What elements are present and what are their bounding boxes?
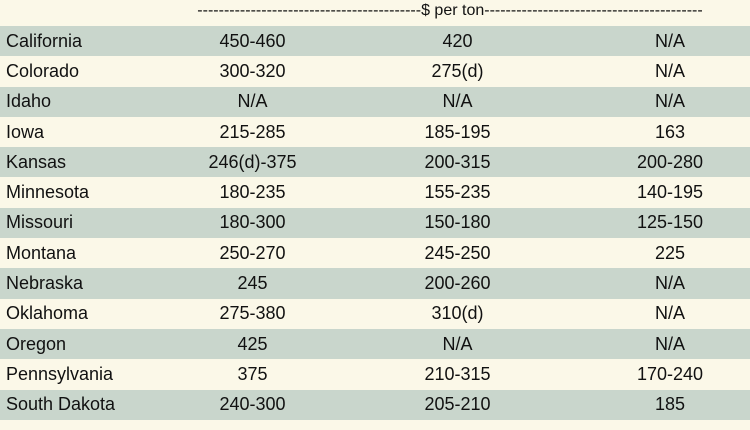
price-col-1: 240-300 [219,394,286,415]
price-col-2: 210-315 [424,363,491,384]
price-col-2: 185-195 [424,121,491,142]
price-col-1: 215-285 [219,121,286,142]
state-name: Idaho [6,91,52,112]
price-col-2: 275(d) [431,60,484,81]
price-col-3: N/A [654,273,685,294]
price-col-2: 200-315 [424,151,491,172]
price-col-2: 245-250 [424,242,491,263]
price-col-1: 300-320 [219,60,286,81]
price-col-3: 225 [654,242,686,263]
price-col-1: 275-380 [219,303,286,324]
price-col-1: 180-235 [219,182,286,203]
price-col-3: 140-195 [636,182,704,203]
table-header: ----------------------------------------… [0,0,750,26]
price-col-3: N/A [654,60,685,81]
state-name: California [6,30,83,51]
table-row: Colorado 300-320 275(d) N/A [0,56,750,87]
price-col-1: 246(d)-375 [208,151,297,172]
price-col-2: 200-260 [424,273,491,294]
state-name: Kansas [6,151,67,172]
table-row: Nebraska 245 200-260 N/A [0,268,750,299]
table-row: Oklahoma 275-380 310(d) N/A [0,298,750,329]
price-col-3: N/A [654,333,685,354]
price-col-2: 150-180 [424,212,491,233]
price-col-3: 125-150 [636,212,704,233]
bottom-strip [0,420,750,430]
price-col-3: N/A [654,30,685,51]
price-col-2: 420 [442,30,473,51]
state-name: South Dakota [6,394,116,415]
state-name: Missouri [6,212,74,233]
table-row: South Dakota 240-300 205-210 185 [0,389,750,420]
state-name: Oregon [6,333,67,354]
price-col-1: N/A [237,91,268,112]
price-col-2: 205-210 [424,394,491,415]
price-col-2: N/A [442,333,473,354]
price-col-3: 185 [654,394,686,415]
state-name: Pennsylvania [6,363,114,384]
table-row: Minnesota 180-235 155-235 140-195 [0,177,750,208]
price-col-1: 180-300 [219,212,286,233]
table-row: Iowa 215-285 185-195 163 [0,116,750,148]
price-col-3: 200-280 [636,151,704,172]
state-name: Iowa [6,121,45,142]
price-col-3: 163 [654,121,686,142]
state-name: Nebraska [6,273,84,294]
price-col-3: N/A [654,303,685,324]
price-col-3: 170-240 [636,363,704,384]
price-col-1: 450-460 [219,30,286,51]
state-name: Minnesota [6,182,90,203]
price-col-1: 245 [237,273,268,294]
price-col-1: 375 [237,363,268,384]
table-row: Pennsylvania 375 210-315 170-240 [0,359,750,390]
table-row: California 450-460 420 N/A [0,26,750,57]
table-row: Idaho N/A N/A N/A [0,86,750,117]
price-col-2: 310(d) [431,303,484,324]
table-row: Kansas 246(d)-375 200-315 200-280 [0,147,750,178]
price-table: California 450-460 420 N/A Colorado 300-… [0,26,750,420]
unit-label: ----------------------------------------… [197,2,703,19]
state-name: Montana [6,242,77,263]
price-col-3: N/A [654,91,685,112]
price-col-1: 250-270 [219,242,286,263]
state-name: Oklahoma [6,303,89,324]
table-row: Oregon 425 N/A N/A [0,328,750,360]
state-name: Colorado [6,60,80,81]
price-col-2: N/A [442,91,473,112]
price-col-2: 155-235 [424,182,491,203]
table-row: Montana 250-270 245-250 225 [0,238,750,269]
table-row: Missouri 180-300 150-180 125-150 [0,207,750,239]
price-col-1: 425 [237,333,268,354]
